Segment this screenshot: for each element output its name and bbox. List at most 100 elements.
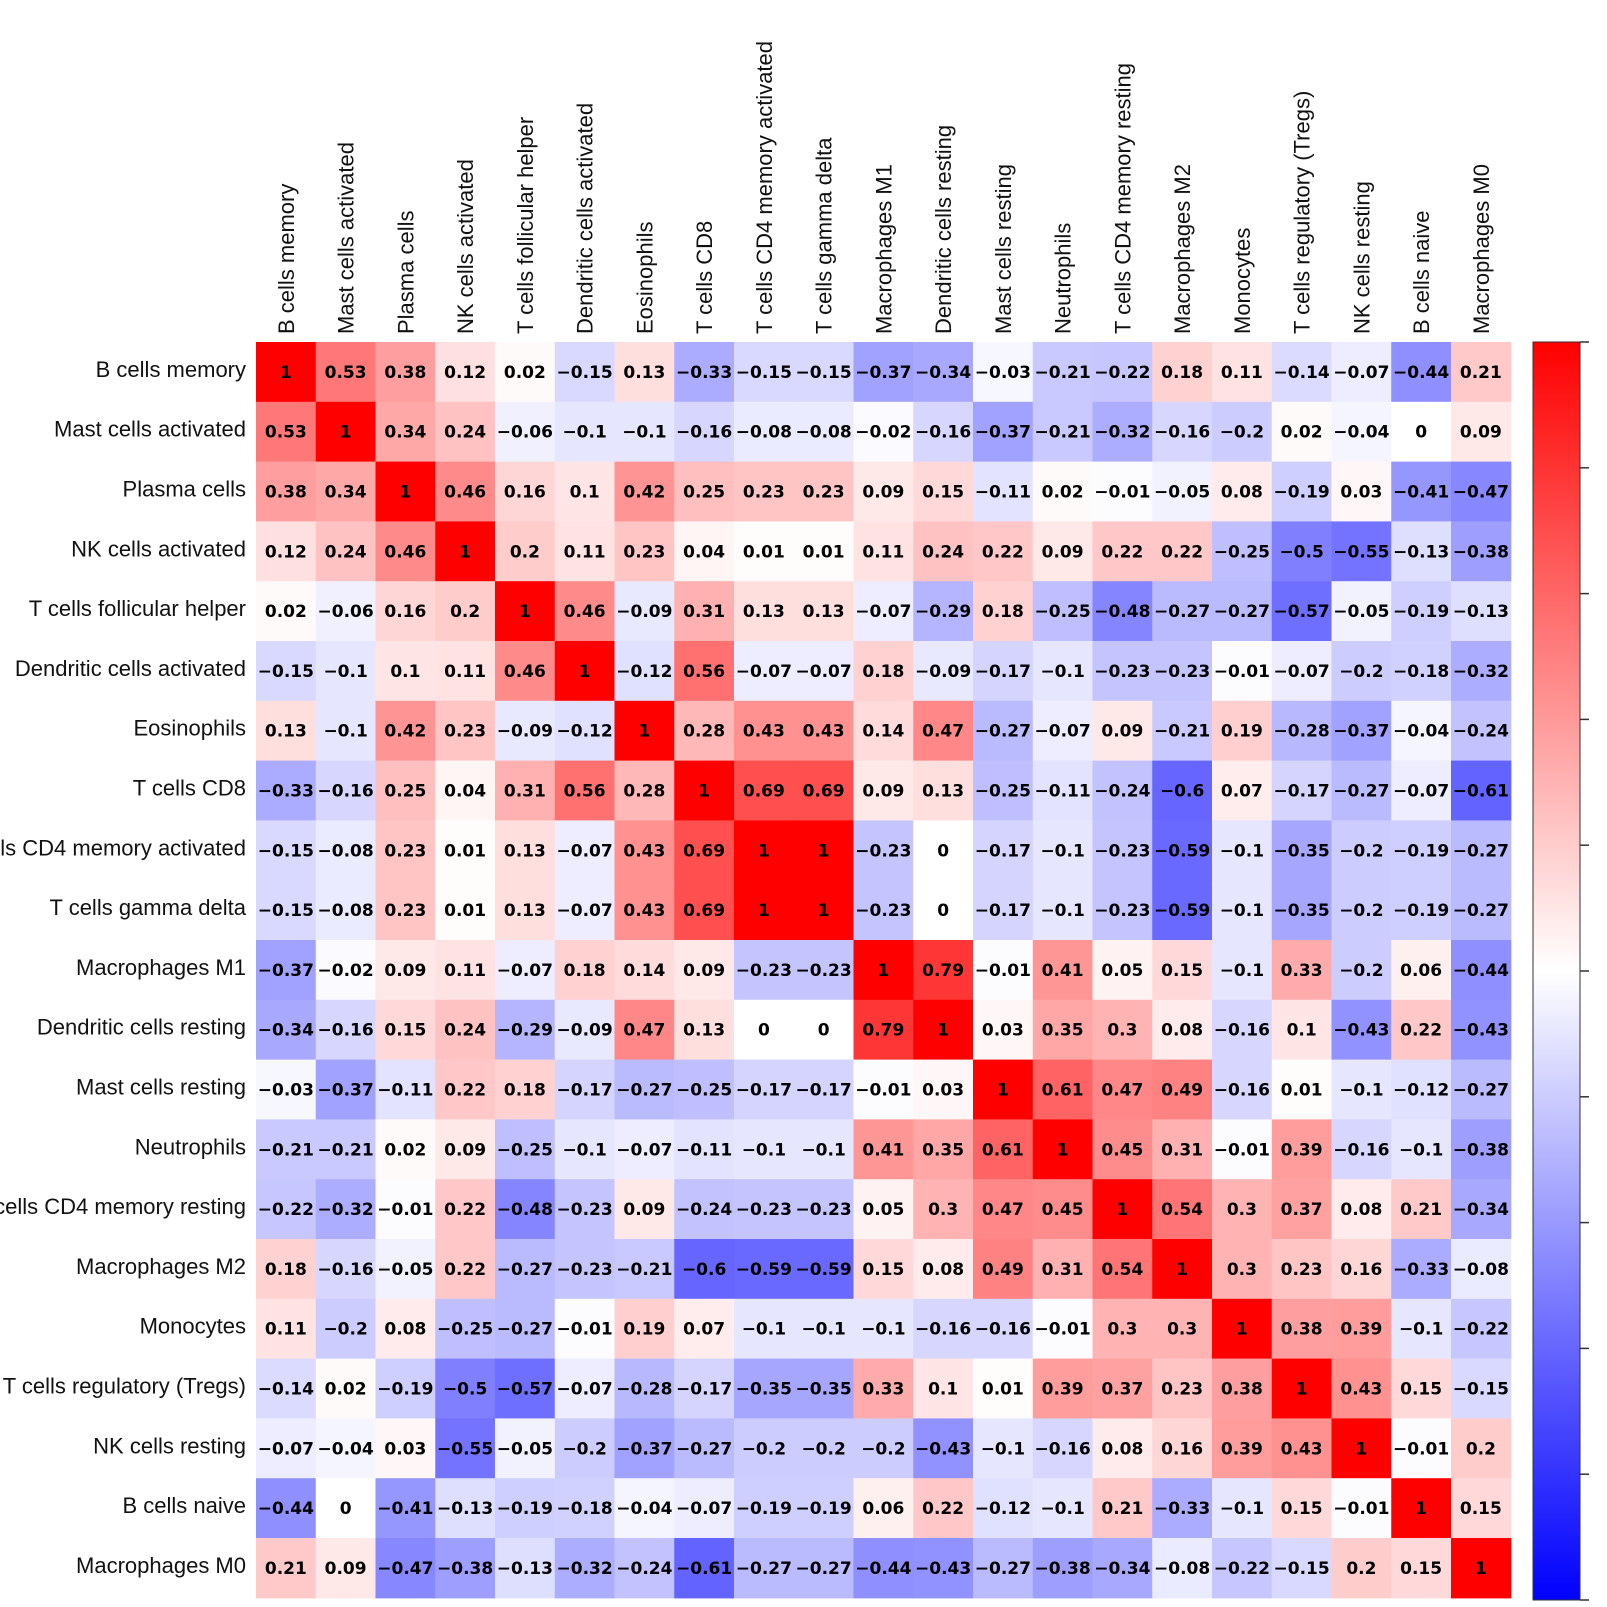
heatmap-cell xyxy=(1331,1179,1392,1240)
heatmap-cell xyxy=(1032,581,1094,642)
cell-value-label: 0.24 xyxy=(325,542,367,562)
heatmap-cell xyxy=(1092,1298,1153,1360)
cell-value-label: 0.33 xyxy=(1281,961,1323,981)
cell-value-label: −0.24 xyxy=(1453,722,1509,742)
heatmap-cell xyxy=(793,820,855,881)
cell-value-label: 1 xyxy=(698,782,710,802)
column-label: Macrophages M2 xyxy=(1170,164,1195,334)
heatmap-cell xyxy=(1391,581,1452,642)
heatmap-cell xyxy=(435,1119,496,1180)
heatmap-cell xyxy=(435,1418,496,1479)
cell-value-label: −0.07 xyxy=(557,901,613,921)
heatmap-cell xyxy=(315,820,377,881)
heatmap-cell xyxy=(674,1179,735,1240)
heatmap-cell xyxy=(1152,700,1213,762)
heatmap-cell xyxy=(793,1119,855,1180)
row-label: Dendritic cells activated xyxy=(15,656,246,681)
heatmap-cell xyxy=(1451,401,1512,463)
cell-value-label: 1 xyxy=(340,423,352,443)
cell-value-label: −0.38 xyxy=(1453,542,1509,562)
cell-value-label: −0.09 xyxy=(915,662,971,682)
heatmap-cell xyxy=(256,940,317,1001)
cell-value-label: 0.05 xyxy=(862,1200,904,1220)
heatmap-cell xyxy=(1451,521,1512,582)
cell-value-label: 0.39 xyxy=(1221,1439,1263,1459)
heatmap-cell xyxy=(853,1179,914,1240)
heatmap-cell xyxy=(793,521,855,582)
heatmap-cell xyxy=(793,1358,855,1419)
heatmap-cell xyxy=(1451,1119,1512,1180)
cell-value-label: 0.39 xyxy=(1340,1320,1382,1340)
cell-value-label: 0.01 xyxy=(743,542,785,562)
heatmap-cell xyxy=(495,1179,556,1240)
row-label: T cells CD4 memory activated xyxy=(0,835,246,860)
heatmap-cell xyxy=(853,1239,914,1300)
cell-value-label: −0.01 xyxy=(1094,483,1150,503)
heatmap-cell xyxy=(734,1538,795,1599)
cell-value-label: 0.16 xyxy=(504,483,546,503)
heatmap-cell xyxy=(375,581,436,642)
heatmap-cell xyxy=(1092,1418,1153,1479)
cell-value-label: −0.41 xyxy=(1393,483,1449,503)
cell-value-label: 0.02 xyxy=(1281,423,1323,443)
heatmap-cell xyxy=(1271,999,1333,1061)
column-label: T cells CD8 xyxy=(692,221,717,334)
cell-value-label: −0.34 xyxy=(915,363,971,383)
cell-value-label: −0.14 xyxy=(258,1380,314,1400)
heatmap-cell xyxy=(495,940,556,1001)
cell-value-label: 0.19 xyxy=(1221,722,1263,742)
cell-value-label: −0.23 xyxy=(1094,662,1150,682)
cell-value-label: −0.48 xyxy=(1094,602,1150,622)
cell-value-label: 0.15 xyxy=(1460,1499,1502,1519)
heatmap-cell xyxy=(1271,1298,1333,1360)
cell-value-label: 0.61 xyxy=(982,1140,1024,1160)
cell-value-label: 1 xyxy=(818,901,830,921)
cell-value-label: −0.43 xyxy=(1333,1021,1389,1041)
cell-value-label: −0.17 xyxy=(975,662,1031,682)
cell-value-label: 0.13 xyxy=(623,363,665,383)
cell-value-label: −0.11 xyxy=(1035,782,1091,802)
cell-value-label: −0.32 xyxy=(557,1559,613,1579)
cell-value-label: −0.59 xyxy=(1154,841,1210,861)
cell-value-label: −0.21 xyxy=(616,1260,672,1280)
heatmap-cell xyxy=(1212,940,1273,1001)
cell-value-label: 0.09 xyxy=(1460,423,1502,443)
heatmap-cell xyxy=(315,940,377,1001)
heatmap-cell xyxy=(1032,1478,1094,1539)
cell-value-label: −0.01 xyxy=(557,1320,613,1340)
column-label: Plasma cells xyxy=(393,211,418,334)
heatmap-cell xyxy=(1152,1059,1213,1120)
cell-value-label: 0.53 xyxy=(265,423,307,443)
cell-value-label: −0.17 xyxy=(975,901,1031,921)
heatmap-cell xyxy=(495,342,556,403)
cell-value-label: 0.06 xyxy=(1400,961,1442,981)
cell-value-label: 0.09 xyxy=(325,1559,367,1579)
heatmap-cell xyxy=(674,700,735,762)
heatmap-cell xyxy=(674,999,735,1061)
cell-value-label: 0.2 xyxy=(1346,1559,1376,1579)
heatmap-cell xyxy=(375,1418,436,1479)
cell-value-label: −0.23 xyxy=(796,961,852,981)
cell-value-label: −0.13 xyxy=(437,1499,493,1519)
heatmap-cell xyxy=(913,342,974,403)
heatmap-cell xyxy=(614,1358,675,1419)
cell-value-label: −0.04 xyxy=(1393,722,1449,742)
heatmap-cell xyxy=(1271,820,1333,881)
heatmap-cell xyxy=(435,401,496,463)
cell-value-label: −0.13 xyxy=(497,1559,553,1579)
heatmap-cell xyxy=(734,401,795,463)
heatmap-cell xyxy=(554,700,616,762)
heatmap-cell xyxy=(256,1358,317,1419)
heatmap-cell xyxy=(973,641,1034,702)
heatmap-cell xyxy=(256,1059,317,1120)
row-label: T cells regulatory (Tregs) xyxy=(3,1374,246,1399)
heatmap-cell xyxy=(734,880,795,941)
cell-value-label: 0.3 xyxy=(1107,1021,1137,1041)
cell-value-label: −0.44 xyxy=(258,1499,314,1519)
cell-value-label: 0.11 xyxy=(444,662,486,682)
cell-value-label: −0.08 xyxy=(1453,1260,1509,1280)
heatmap-cell xyxy=(1331,880,1392,941)
cell-value-label: 0.08 xyxy=(1221,483,1263,503)
heatmap-cell xyxy=(1451,1298,1512,1360)
heatmap-cell xyxy=(435,581,496,642)
